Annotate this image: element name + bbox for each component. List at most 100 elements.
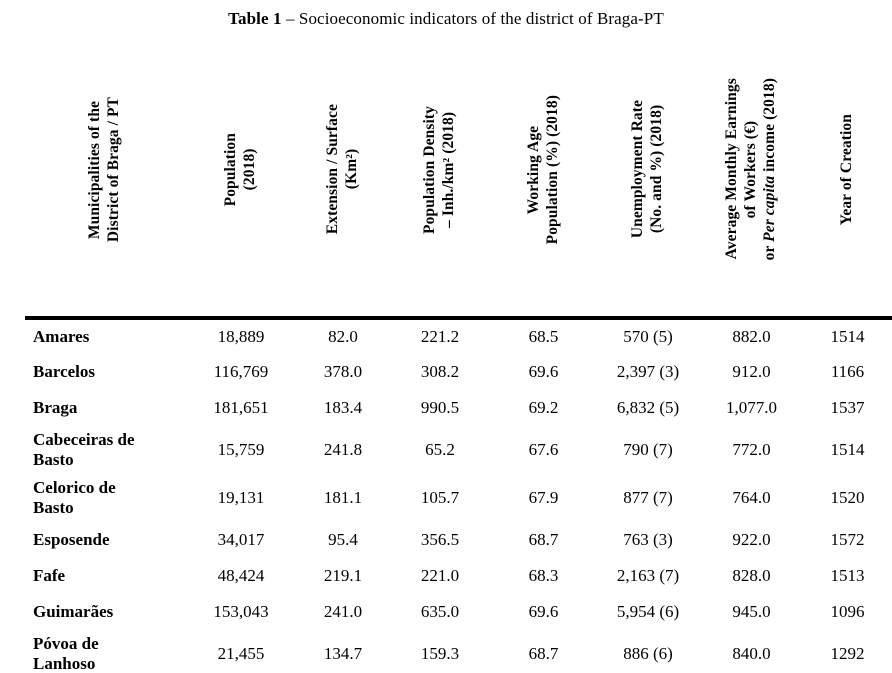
col-header-municipalities: Municipalities of the District of Braga /… bbox=[25, 36, 185, 320]
extension-cell: 95.4 bbox=[328, 530, 358, 549]
year-cell: 1572 bbox=[830, 530, 865, 549]
col-header-extension-surface: Extension / Surface (Km²) bbox=[297, 36, 389, 320]
table-row-fafe: Fafe 48,424 219.1 221.0 68.3 2,163 (7) 8… bbox=[25, 558, 892, 594]
population-cell: 15,759 bbox=[217, 440, 265, 459]
population-cell: 18,889 bbox=[217, 327, 265, 346]
year-cell: 1520 bbox=[830, 488, 865, 507]
col-header-working-age-label: Working Age Population (%) (2018) bbox=[524, 94, 561, 245]
density-cell: 159.3 bbox=[420, 644, 460, 663]
col-header-municipalities-label: Municipalities of the District of Braga /… bbox=[86, 96, 122, 243]
population-cell: 181,651 bbox=[213, 398, 269, 417]
earnings-cell: 882.0 bbox=[732, 327, 771, 346]
extension-cell: 378.0 bbox=[323, 362, 363, 381]
population-cell: 116,769 bbox=[213, 362, 269, 381]
unemployment-cell: 2,397 (3) bbox=[616, 362, 680, 381]
density-cell: 308.2 bbox=[420, 362, 460, 381]
extension-cell: 134.7 bbox=[323, 644, 363, 663]
municipality-cell: Póvoa de Lanhoso bbox=[33, 634, 99, 673]
col-header-unemployment-rate-label: Unemployment Rate (No. and %) (2018) bbox=[629, 100, 665, 239]
density-cell: 635.0 bbox=[420, 602, 460, 621]
density-cell: 221.2 bbox=[420, 327, 460, 346]
col-header-population-density-label: Population Density – Inh./km² (2018) bbox=[421, 105, 457, 234]
col-header-unemployment-rate: Unemployment Rate (No. and %) (2018) bbox=[596, 36, 700, 320]
municipality-cell: Amares bbox=[33, 327, 90, 347]
extension-cell: 181.1 bbox=[323, 488, 363, 507]
population-cell: 21,455 bbox=[217, 644, 265, 663]
unemployment-cell: 5,954 (6) bbox=[616, 602, 680, 621]
year-cell: 1513 bbox=[830, 566, 865, 585]
population-cell: 34,017 bbox=[217, 530, 265, 549]
col-header-population-density: Population Density – Inh./km² (2018) bbox=[389, 36, 491, 320]
working-age-cell: 68.3 bbox=[528, 566, 559, 585]
col-header-average-earnings: Average Monthly Earnings of Workers (€) or… bbox=[700, 36, 803, 320]
density-cell: 65.2 bbox=[425, 440, 455, 459]
population-cell: 19,131 bbox=[217, 488, 265, 507]
year-cell: 1537 bbox=[830, 398, 865, 417]
table-row-celorico-de-basto: Celorico de Basto 19,131 181.1 105.7 67.… bbox=[25, 474, 892, 522]
extension-cell: 183.4 bbox=[323, 398, 363, 417]
col-header-population: Population (2018) bbox=[185, 36, 297, 320]
unemployment-cell: 886 (6) bbox=[623, 644, 673, 663]
municipality-cell: Esposende bbox=[33, 530, 110, 550]
earnings-cell: 828.0 bbox=[732, 566, 771, 585]
density-cell: 105.7 bbox=[420, 488, 460, 507]
earnings-cell: 1,077.0 bbox=[726, 398, 777, 417]
unemployment-cell: 763 (3) bbox=[623, 530, 673, 549]
earnings-cell: 840.0 bbox=[732, 644, 771, 663]
unemployment-cell: 570 (5) bbox=[623, 327, 673, 346]
year-cell: 1166 bbox=[830, 362, 865, 381]
col-header-population-label: Population (2018) bbox=[222, 132, 258, 207]
socioeconomic-indicators-table: Municipalities of the District of Braga /… bbox=[25, 36, 892, 673]
table-header-row: Municipalities of the District of Braga /… bbox=[25, 36, 892, 320]
municipality-cell: Barcelos bbox=[33, 362, 96, 382]
table-caption: Table 1 – Socioeconomic indicators of th… bbox=[0, 0, 892, 36]
working-age-cell: 68.7 bbox=[528, 644, 559, 663]
municipality-cell: Braga bbox=[33, 398, 78, 418]
unemployment-cell: 2,163 (7) bbox=[616, 566, 680, 585]
earnings-cell: 764.0 bbox=[732, 488, 771, 507]
extension-cell: 241.0 bbox=[323, 602, 363, 621]
working-age-cell: 69.6 bbox=[528, 362, 559, 381]
earnings-cell: 945.0 bbox=[732, 602, 771, 621]
year-cell: 1292 bbox=[830, 644, 865, 663]
municipality-cell: Cabeceiras de Basto bbox=[33, 430, 135, 469]
density-cell: 221.0 bbox=[420, 566, 460, 585]
density-cell: 990.5 bbox=[420, 398, 460, 417]
extension-cell: 241.8 bbox=[323, 440, 363, 459]
table-row-guimaraes: Guimarães 153,043 241.0 635.0 69.6 5,954… bbox=[25, 594, 892, 630]
table-row-cabeceiras-de-basto: Cabeceiras de Basto 15,759 241.8 65.2 67… bbox=[25, 426, 892, 474]
table-caption-text: – Socioeconomic indicators of the distri… bbox=[281, 9, 664, 28]
working-age-cell: 69.2 bbox=[528, 398, 559, 417]
density-cell: 356.5 bbox=[420, 530, 460, 549]
earnings-cell: 922.0 bbox=[732, 530, 771, 549]
working-age-cell: 68.5 bbox=[528, 327, 559, 346]
working-age-cell: 67.6 bbox=[528, 440, 559, 459]
extension-cell: 219.1 bbox=[323, 566, 363, 585]
col-header-year-of-creation: Year of Creation bbox=[803, 36, 892, 320]
municipality-cell: Fafe bbox=[33, 566, 66, 586]
table-row-esposende: Esposende 34,017 95.4 356.5 68.7 763 (3)… bbox=[25, 522, 892, 558]
earnings-cell: 772.0 bbox=[732, 440, 771, 459]
municipality-cell: Celorico de Basto bbox=[33, 478, 116, 517]
table-row-amares: Amares 18,889 82.0 221.2 68.5 570 (5) 88… bbox=[25, 318, 892, 354]
extension-cell: 82.0 bbox=[328, 327, 358, 346]
population-cell: 48,424 bbox=[217, 566, 265, 585]
unemployment-cell: 877 (7) bbox=[623, 488, 673, 507]
working-age-cell: 67.9 bbox=[528, 488, 559, 507]
year-cell: 1514 bbox=[830, 440, 865, 459]
table-caption-label: Table 1 bbox=[228, 9, 282, 28]
col-header-working-age: Working Age Population (%) (2018) bbox=[491, 36, 596, 320]
unemployment-cell: 790 (7) bbox=[623, 440, 673, 459]
population-cell: 153,043 bbox=[213, 602, 269, 621]
col-header-extension-surface-label: Extension / Surface (Km²) bbox=[324, 104, 360, 235]
table-row-braga: Braga 181,651 183.4 990.5 69.2 6,832 (5)… bbox=[25, 390, 892, 426]
table-row-barcelos: Barcelos 116,769 378.0 308.2 69.6 2,397 … bbox=[25, 354, 892, 390]
working-age-cell: 69.6 bbox=[528, 602, 559, 621]
unemployment-cell: 6,832 (5) bbox=[616, 398, 680, 417]
col-header-average-earnings-label: Average Monthly Earnings of Workers (€) or… bbox=[723, 78, 778, 261]
municipality-cell: Guimarães bbox=[33, 602, 114, 622]
working-age-cell: 68.7 bbox=[528, 530, 559, 549]
col-header-year-of-creation-label: Year of Creation bbox=[838, 113, 856, 226]
table-row-povoa-de-lanhoso: Póvoa de Lanhoso 21,455 134.7 159.3 68.7… bbox=[25, 630, 892, 673]
